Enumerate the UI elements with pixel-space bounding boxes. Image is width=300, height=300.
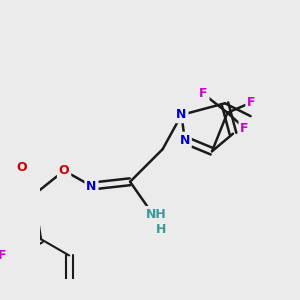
Text: H: H <box>156 223 166 236</box>
Text: N: N <box>180 134 190 146</box>
Text: F: F <box>247 96 256 109</box>
Text: F: F <box>0 249 7 262</box>
Text: NH: NH <box>146 208 166 221</box>
Text: F: F <box>199 87 208 101</box>
Text: O: O <box>16 161 26 174</box>
Text: F: F <box>240 122 249 135</box>
Text: N: N <box>176 108 187 122</box>
Text: N: N <box>86 179 97 193</box>
Text: O: O <box>59 164 69 177</box>
